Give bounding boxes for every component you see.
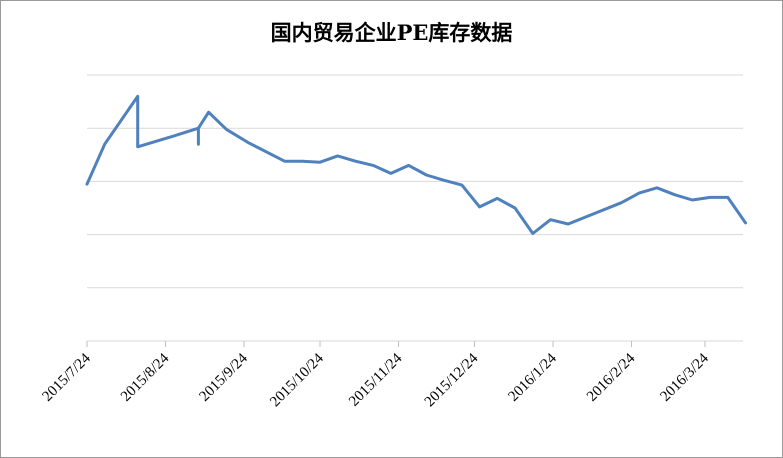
x-tick-label-2: 2015/9/24: [197, 350, 252, 405]
x-tick-label-3: 2015/10/24: [267, 350, 327, 410]
x-tick-label-4: 2015/11/24: [346, 350, 406, 410]
x-tick-label-6: 2016/1/24: [506, 350, 561, 405]
x-tick-label-1: 2015/8/24: [118, 350, 173, 405]
series-line-0: [85, 94, 747, 235]
x-tick-label-5: 2015/12/24: [422, 350, 482, 410]
x-tick-label-7: 2016/2/24: [584, 350, 639, 405]
x-tick-label-8: 2016/3/24: [657, 350, 712, 405]
chart-title: 国内贸易企业PE库存数据: [270, 20, 513, 45]
x-tick-label-0: 2015/7/24: [39, 350, 94, 405]
